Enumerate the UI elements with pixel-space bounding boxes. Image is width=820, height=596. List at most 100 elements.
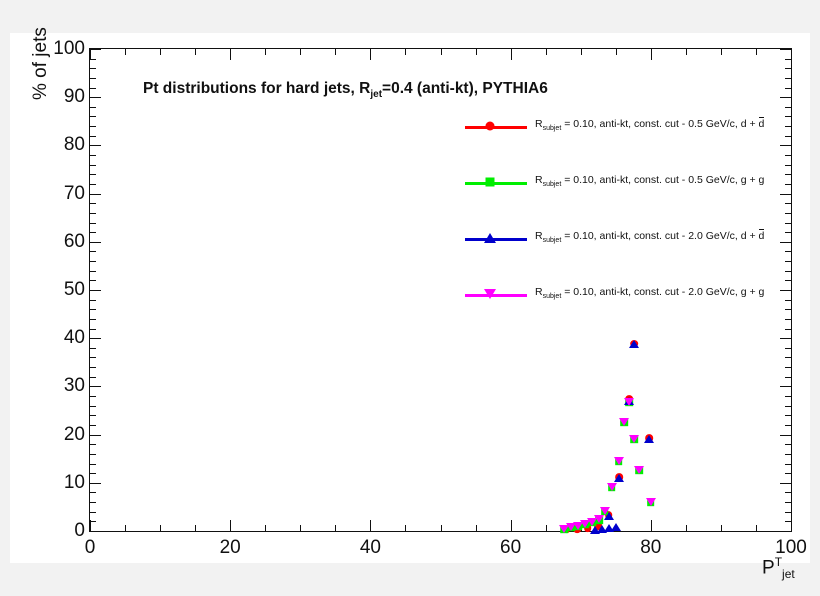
y-axis-minor-tick	[90, 116, 96, 118]
y-axis-minor-tick	[785, 270, 791, 272]
y-axis-major-tick	[780, 434, 791, 436]
x-axis-minor-tick	[615, 49, 617, 55]
y-axis-minor-tick	[90, 126, 96, 128]
x-axis-title-sub: jet	[782, 567, 795, 582]
chart-title-sub: jet	[370, 89, 383, 101]
legend-marker	[484, 289, 496, 299]
x-axis-minor-tick	[440, 49, 442, 55]
legend-label-pre: R	[535, 118, 543, 130]
x-axis-major-tick	[230, 49, 232, 60]
legend-label-sub: subjet	[542, 293, 562, 301]
y-axis-minor-tick	[785, 318, 791, 320]
y-axis-minor-tick	[90, 280, 96, 282]
x-axis-title-main: P	[762, 557, 775, 579]
x-axis-major-tick	[650, 520, 652, 531]
marker-triangle-down-icon	[565, 522, 576, 531]
marker-triangle-down-icon	[599, 507, 610, 516]
y-axis-minor-tick	[785, 376, 791, 378]
data-point	[565, 522, 576, 531]
y-axis-minor-tick	[90, 222, 96, 224]
y-axis-minor-tick	[785, 58, 791, 60]
y-axis-minor-tick	[785, 453, 791, 455]
y-axis-major-tick	[780, 531, 791, 532]
x-axis-minor-tick	[195, 525, 197, 531]
legend-label-antiquark: d	[758, 117, 765, 130]
legend-entry[interactable]: Rsubjet = 0.10, anti-kt, const. cut - 0.…	[465, 115, 800, 171]
y-axis-minor-tick	[90, 453, 96, 455]
y-axis-minor-tick	[785, 405, 791, 407]
y-axis-minor-tick	[785, 87, 791, 89]
x-axis-minor-tick	[720, 525, 722, 531]
x-axis-major-tick	[90, 520, 91, 531]
legend-entry[interactable]: Rsubjet = 0.10, anti-kt, const. cut - 2.…	[465, 283, 800, 339]
chart-title: Pt distributions for hard jets, Rjet=0.4…	[143, 80, 548, 100]
x-axis-minor-tick	[685, 525, 687, 531]
marker-triangle-down-icon	[628, 434, 639, 443]
y-axis-minor-tick	[785, 511, 791, 513]
legend-entry[interactable]: Rsubjet = 0.10, anti-kt, const. cut - 0.…	[465, 171, 800, 227]
x-axis-major-tick	[510, 49, 512, 60]
x-axis-minor-tick	[335, 525, 337, 531]
x-axis-minor-tick	[300, 49, 302, 55]
y-axis-minor-tick	[785, 183, 791, 185]
legend-label-sub: subjet	[542, 125, 562, 133]
x-axis-major-tick	[791, 49, 792, 60]
y-axis-minor-tick	[90, 77, 96, 79]
marker-triangle-down-icon	[572, 521, 583, 530]
y-axis-minor-tick	[90, 405, 96, 407]
y-axis-minor-tick	[785, 424, 791, 426]
y-axis-minor-tick	[90, 502, 96, 504]
legend-label: Rsubjet = 0.10, anti-kt, const. cut - 2.…	[535, 286, 764, 300]
y-axis-tick-label: 40	[63, 327, 85, 349]
x-axis-minor-tick	[580, 49, 582, 55]
legend-label-antiquark: d	[758, 229, 765, 242]
y-axis-minor-tick	[785, 164, 791, 166]
y-axis-minor-tick	[785, 357, 791, 359]
x-axis-title-sup: T	[774, 555, 783, 569]
y-axis-minor-tick	[90, 396, 96, 398]
marker-triangle-down-icon	[593, 515, 604, 524]
x-axis-minor-tick	[405, 49, 407, 55]
y-axis-major-tick	[780, 145, 791, 147]
marker-triangle-down-icon	[586, 518, 597, 527]
y-axis-major-tick	[780, 290, 791, 291]
plot-area: 0 10 20 30 40 50 60 70 80 90 100 0 20 40 60 80 100	[53, 38, 807, 558]
legend-marker	[484, 233, 496, 243]
y-axis-major-tick	[90, 386, 101, 388]
legend-marker	[485, 177, 495, 187]
x-axis-tick-label: 20	[219, 537, 241, 558]
y-axis-minor-tick	[785, 367, 791, 369]
y-axis-tick-label: 60	[63, 230, 85, 252]
y-axis-minor-tick	[785, 396, 791, 398]
data-point	[593, 515, 604, 524]
y-axis-minor-tick	[90, 357, 96, 359]
y-axis-minor-tick	[90, 521, 96, 523]
y-axis-minor-tick	[90, 212, 96, 214]
data-point	[614, 473, 625, 482]
y-axis-minor-tick	[90, 251, 96, 253]
legend-label-pre: R	[535, 286, 543, 298]
y-axis-major-tick	[90, 290, 101, 291]
x-axis-minor-tick	[545, 49, 547, 55]
marker-triangle-up-icon	[628, 340, 639, 349]
marker-triangle-up-icon	[610, 523, 621, 532]
y-axis-minor-tick	[785, 68, 791, 70]
y-axis-minor-tick	[90, 174, 96, 176]
legend-label-post: = 0.10, anti-kt, const. cut - 0.5 GeV/c,…	[561, 118, 759, 130]
y-axis-major-tick	[780, 338, 791, 340]
y-axis-tick-label: 50	[63, 279, 85, 300]
legend-entry[interactable]: Rsubjet = 0.10, anti-kt, const. cut - 2.…	[465, 227, 800, 283]
y-axis-minor-tick	[785, 155, 791, 157]
data-point	[586, 518, 597, 527]
y-axis-minor-tick	[785, 222, 791, 224]
y-axis-tick-label: 10	[63, 471, 85, 493]
y-axis-minor-tick	[90, 424, 96, 426]
y-axis-minor-tick	[785, 126, 791, 128]
marker-triangle-up-icon	[604, 511, 615, 520]
x-axis-minor-tick	[475, 49, 477, 55]
y-axis-minor-tick	[90, 415, 96, 417]
y-axis-minor-tick	[785, 521, 791, 523]
x-axis-minor-tick	[195, 49, 197, 55]
y-axis-minor-tick	[90, 309, 96, 311]
y-axis-tick-label: 30	[63, 375, 85, 397]
